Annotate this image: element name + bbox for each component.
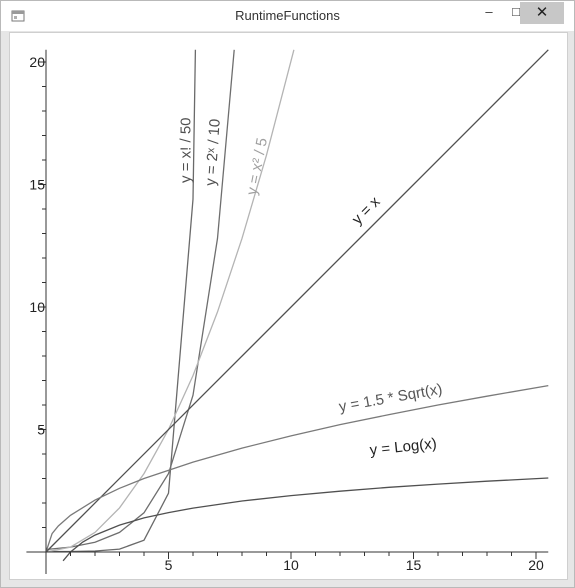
curve-label-3: y = x² / 5 (243, 136, 271, 196)
window-title: RuntimeFunctions (235, 8, 340, 23)
y-tick-label: 10 (29, 299, 45, 315)
curve-label-1: y = x! / 50 (178, 117, 195, 182)
function-plot: 5 10 15 20 5 10 15 20 y = x! / 50 y = 2ˣ / 10 y = … (26, 49, 549, 575)
close-icon: ✕ (535, 4, 549, 21)
series-line-4 (45, 49, 549, 553)
plot-area: 5 10 15 20 5 10 15 20 y = x! / 50 y = 2ˣ / 10 y = … (9, 32, 568, 580)
x-tick-label: 10 (283, 557, 299, 573)
axes-group (26, 49, 549, 575)
title-bar[interactable]: RuntimeFunctions – □ ✕ (1, 1, 574, 31)
series-line-6 (62, 477, 549, 562)
y-tick-label: 5 (37, 422, 45, 438)
close-button[interactable]: ✕ (520, 2, 564, 24)
curve-label-4: y = x (349, 193, 384, 228)
curve-label-5: y = 1.5 * Sqrt(x) (338, 381, 444, 416)
y-tick-label: 20 (29, 54, 45, 70)
series-line-5 (45, 384, 549, 553)
x-tick-label: 20 (528, 557, 544, 573)
curve-label-6: y = Log(x) (369, 435, 438, 459)
series-line-1 (46, 49, 197, 553)
maximize-button[interactable]: □ (503, 1, 529, 23)
minimize-button[interactable]: – (475, 1, 503, 23)
maximize-icon: □ (512, 4, 520, 19)
y-tick-label: 15 (29, 177, 45, 193)
minimize-icon: – (485, 4, 493, 19)
curve-label-2: y = 2ˣ / 10 (202, 118, 224, 186)
curves-group (45, 49, 549, 562)
window-app-icon[interactable] (11, 9, 25, 23)
x-tick-label: 5 (165, 557, 173, 573)
x-tick-label: 15 (406, 557, 422, 573)
